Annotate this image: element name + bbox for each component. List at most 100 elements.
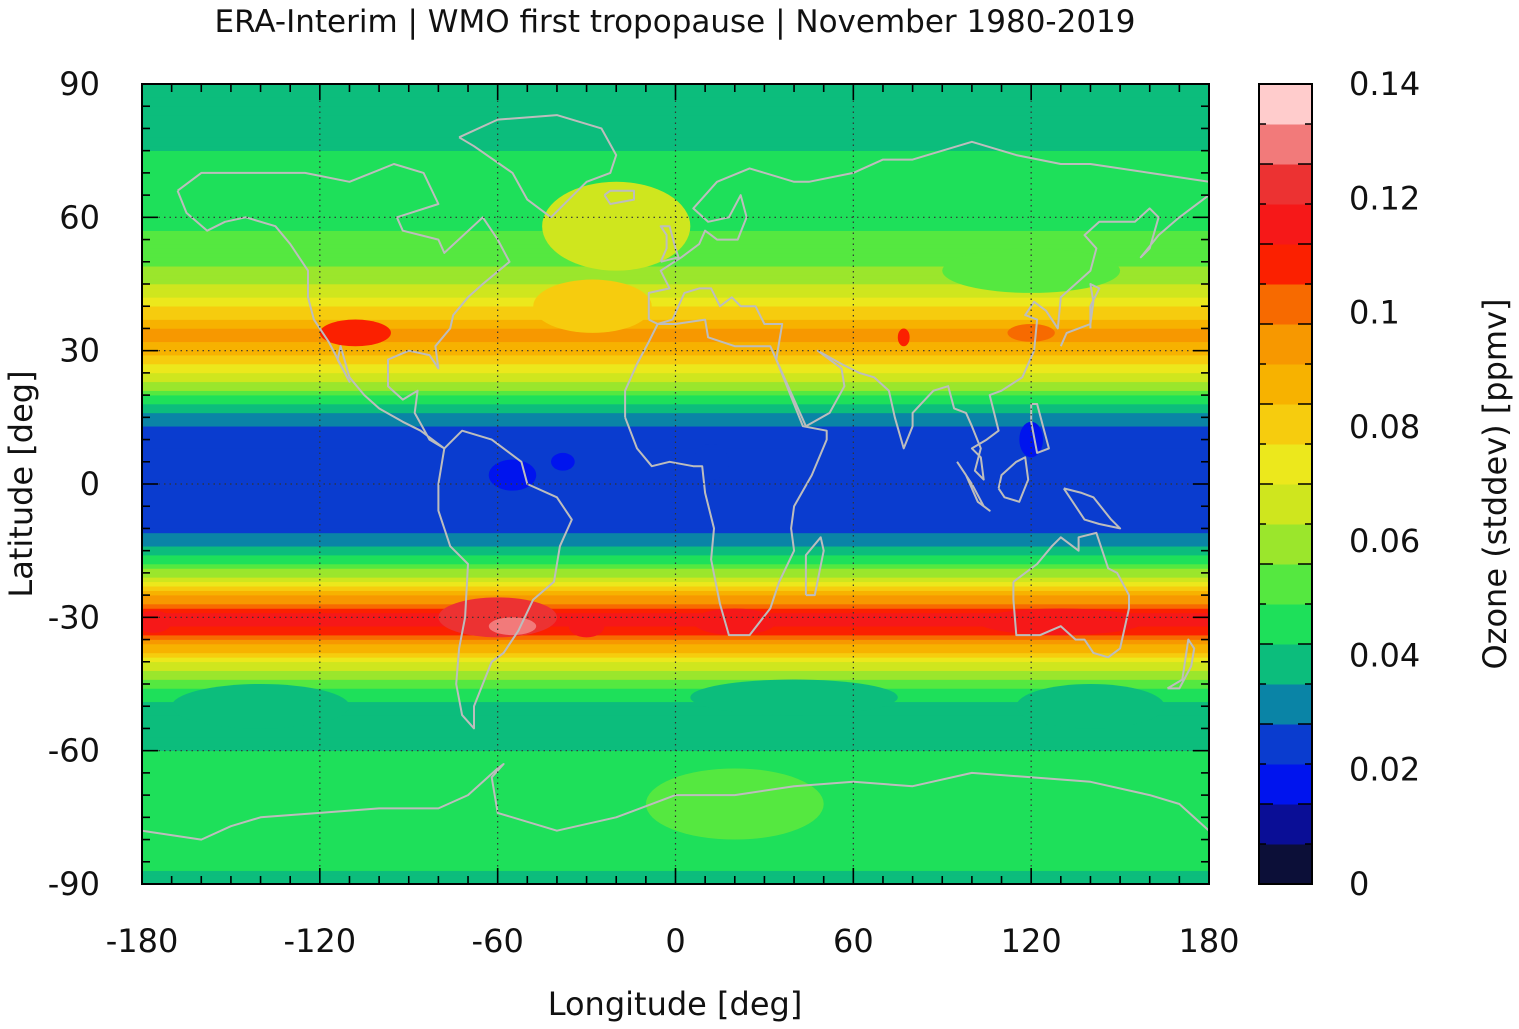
colorbar-swatch [1259,204,1312,245]
ozone-band [142,359,1209,365]
ozone-band [142,732,1209,738]
ozone-band [142,697,1209,703]
ozone-band [142,185,1209,191]
coastline [624,318,828,637]
x-tick-label: 60 [833,922,874,960]
coastline [648,287,784,360]
ozone-band [142,168,1209,174]
ozone-band [142,377,1209,383]
colorbar-swatch [1259,804,1312,845]
x-tick-label: -180 [106,922,179,960]
colorbar-swatch [1259,484,1312,525]
coastline [659,225,680,263]
colorbar-swatch [1259,284,1312,325]
colorbar-swatch [1259,844,1312,885]
colorbar-swatch [1259,524,1312,565]
ozone-feature [542,181,691,271]
ozone-band [142,172,1209,178]
ozone-band [142,123,1209,129]
ozone-band [142,350,1209,356]
ozone-band [142,452,1209,458]
ozone-band [142,141,1209,147]
colorbar-swatch [1259,84,1312,125]
y-tick-label: -90 [48,865,100,903]
ozone-band [142,132,1209,138]
x-tick-label: 180 [1178,922,1239,960]
ozone-band [142,639,1209,645]
ozone-band [142,710,1209,716]
ozone-band [142,661,1209,667]
ozone-band [142,119,1209,125]
ozone-band [142,474,1209,480]
ozone-band [142,177,1209,183]
colorbar-swatch [1259,444,1312,485]
ozone-band [142,279,1209,285]
x-tick-label: -60 [472,922,524,960]
colorbar-swatch [1259,764,1312,805]
ozone-feature [1016,684,1165,729]
colorbar-tick-label: 0.12 [1349,179,1420,217]
ozone-band [142,572,1209,578]
ozone-band [142,625,1209,631]
colorbar-tick-label: 0.08 [1349,408,1420,446]
ozone-band [142,679,1209,685]
ozone-band [142,372,1209,378]
colorbar: 0 0.02 0.04 0.06 0.08 0.1 0.12 0.14 [1258,65,1420,903]
ozone-feature [645,768,824,840]
ozone-band [142,145,1209,151]
grid-lines [142,84,1209,884]
ozone-band [142,283,1209,289]
ozone-band [142,101,1209,107]
colorbar-label: Ozone (stddev) [ppmv] [1476,298,1514,669]
colorbar-tick-label: 0.1 [1349,294,1400,332]
ozone-feature [690,679,898,716]
chart-title: ERA-Interim | WMO first tropopause | Nov… [214,4,1135,40]
ozone-feature [897,328,910,347]
y-axis-label: Latitude [deg] [2,370,40,597]
ozone-band [142,768,1209,774]
ozone-band [142,292,1209,298]
ozone-band [142,674,1209,680]
ozone-band [142,839,1209,845]
ozone-band [142,305,1209,311]
ozone-band [142,537,1209,543]
ozone-band [142,617,1209,623]
ozone-feature [568,615,605,638]
ozone-feature [693,444,729,480]
y-tick-label: 60 [59,198,100,236]
coastline [1059,283,1101,347]
ozone-feature [142,610,172,633]
ozone-band [142,683,1209,689]
ozone-band [142,497,1209,503]
coastline [997,456,1030,503]
ozone-feature [488,459,537,491]
ozone-band [142,479,1209,485]
ozone-band [142,630,1209,636]
ozone-band [142,465,1209,471]
ozone-band [142,492,1209,498]
ozone-band [142,612,1209,618]
ozone-band [142,585,1209,591]
coastline [1030,403,1050,454]
colorbar-swatch [1259,564,1312,605]
ozone-band [142,194,1209,200]
ozone-feature [942,248,1121,293]
ozone-band [142,501,1209,507]
ozone-band [142,568,1209,574]
ozone-band [142,510,1209,516]
ozone-band [142,265,1209,271]
colorbar-tick-label: 0.04 [1349,636,1420,674]
ozone-band [142,581,1209,587]
ozone-band [142,723,1209,729]
ozone-band [142,745,1209,751]
ozone-band [142,154,1209,160]
ozone-band [142,688,1209,694]
ozone-band [142,314,1209,320]
ozone-band [142,701,1209,707]
ozone-band [142,430,1209,436]
ozone-band [142,443,1209,449]
coastline [647,140,1209,320]
ozone-band [142,128,1209,134]
ozone-band [142,163,1209,169]
